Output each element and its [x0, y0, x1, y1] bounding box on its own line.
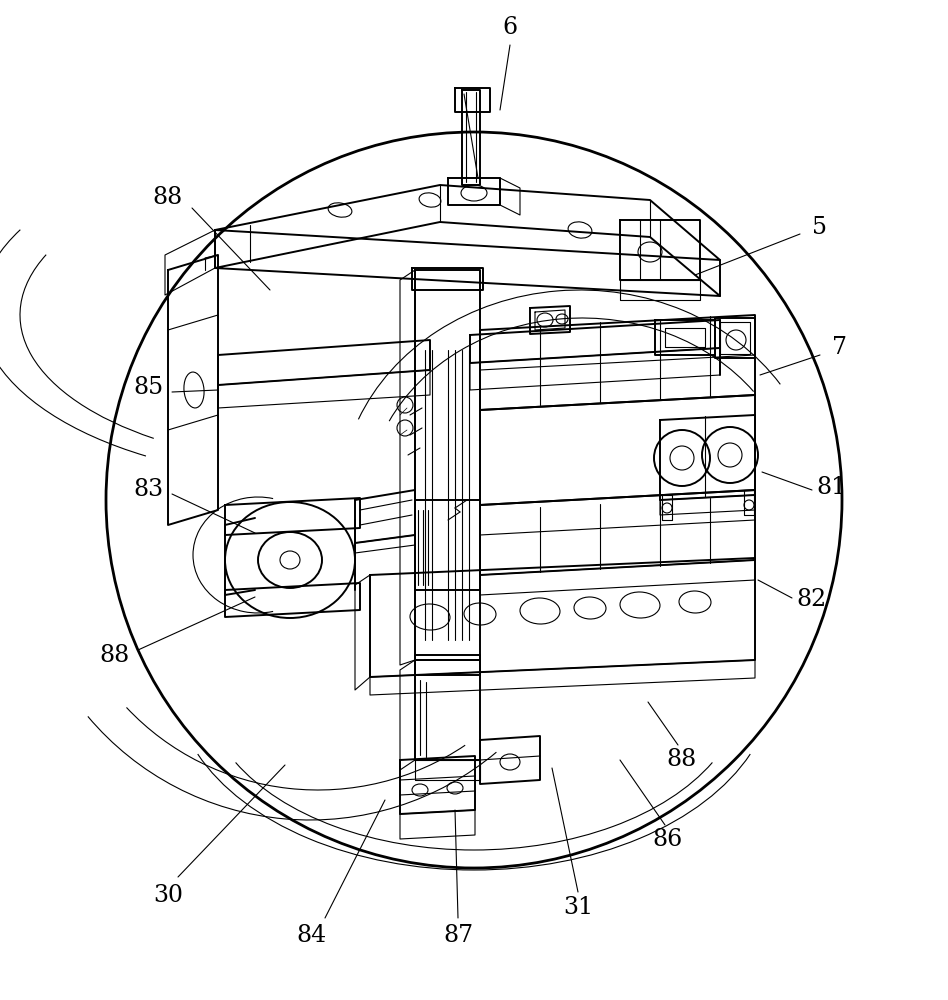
Text: 88: 88	[153, 186, 183, 210]
Text: 30: 30	[153, 884, 183, 906]
Text: 88: 88	[666, 748, 697, 772]
Text: 86: 86	[653, 828, 684, 852]
Text: 82: 82	[797, 588, 827, 611]
Text: 85: 85	[133, 376, 163, 399]
Text: 5: 5	[812, 217, 828, 239]
Text: 88: 88	[100, 644, 130, 666]
Text: 84: 84	[297, 924, 327, 946]
Text: 87: 87	[443, 924, 473, 946]
Text: 31: 31	[563, 896, 593, 920]
Text: 83: 83	[133, 479, 163, 502]
Text: 7: 7	[832, 336, 848, 360]
Text: 6: 6	[502, 16, 518, 39]
Text: 81: 81	[817, 477, 848, 499]
